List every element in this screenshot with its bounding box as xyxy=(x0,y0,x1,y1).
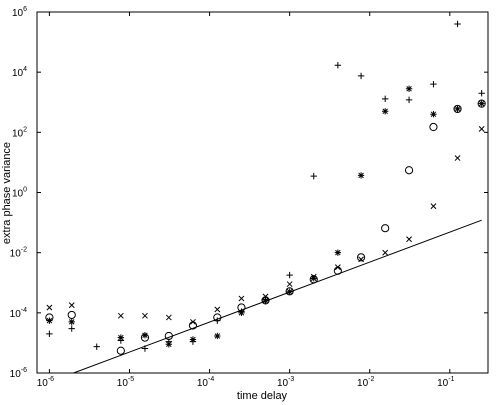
circle-point xyxy=(45,313,54,322)
cross-point xyxy=(238,295,245,302)
circle-point xyxy=(140,333,150,342)
plot-frame xyxy=(36,11,489,374)
x-tick-label: 10-2 xyxy=(357,376,374,389)
star-point xyxy=(357,172,365,179)
star-point xyxy=(68,318,75,326)
circle-point xyxy=(188,321,198,330)
circle-point xyxy=(429,122,438,132)
circle-point xyxy=(261,296,270,305)
star-point xyxy=(165,341,173,348)
star-point xyxy=(454,105,461,113)
fit-line xyxy=(73,219,482,374)
x-tick-label: 10-3 xyxy=(277,376,294,389)
plus-point xyxy=(478,89,485,97)
star-point xyxy=(430,111,437,118)
x-tick-label: 10-5 xyxy=(117,376,134,389)
plus-point xyxy=(334,62,342,69)
y-tick-label: 10-4 xyxy=(10,307,27,320)
star-point xyxy=(381,108,389,115)
cross-point xyxy=(46,304,53,311)
cross-point xyxy=(406,236,412,243)
x-tick-label: 10-4 xyxy=(197,376,214,389)
star-point xyxy=(117,334,125,341)
plus-point xyxy=(286,271,293,279)
plus-point xyxy=(430,80,437,88)
y-tick-label: 104 xyxy=(12,66,27,79)
cross-point xyxy=(165,314,172,321)
x-tick-label: 10-6 xyxy=(37,376,54,389)
y-axis-title: extra phase variance xyxy=(1,142,13,244)
axis-ticks: 10-6 10-5 10-4 10-3 10-2 10-1 10-6 10-4 10-2 100 1… xyxy=(10,6,488,389)
circle-point xyxy=(116,346,125,355)
cross-point xyxy=(68,302,75,309)
star-point xyxy=(405,85,413,92)
cross-point xyxy=(117,312,124,319)
cross-point xyxy=(142,312,148,319)
circle-point xyxy=(453,104,462,114)
star-point xyxy=(189,336,197,343)
y-tick-label: 10-6 xyxy=(10,367,27,380)
cross-point xyxy=(430,203,437,210)
plus-point xyxy=(405,96,413,104)
cross-point xyxy=(214,306,221,313)
star-point xyxy=(310,275,317,282)
circle-point xyxy=(237,303,246,312)
y-tick-label: 100 xyxy=(12,187,27,200)
plus-point xyxy=(454,20,461,28)
cross-point xyxy=(382,249,389,256)
star-point xyxy=(334,249,342,256)
plus-point xyxy=(310,172,317,180)
star-point xyxy=(478,100,485,107)
plus-point xyxy=(381,95,389,103)
star-point xyxy=(141,332,149,339)
circle-point xyxy=(477,99,486,108)
x-tick-label: 10-1 xyxy=(437,376,454,389)
y-tick-label: 106 xyxy=(12,6,27,19)
cross-point xyxy=(286,281,293,288)
star-point xyxy=(214,332,221,340)
star-point xyxy=(238,309,245,317)
plus-point xyxy=(68,325,75,332)
plus-point xyxy=(357,72,365,80)
y-tick-label: 10-2 xyxy=(10,247,27,260)
plus-point xyxy=(46,330,53,338)
x-axis-title: time delay xyxy=(237,390,288,402)
circle-point xyxy=(381,224,390,233)
circle-point xyxy=(67,310,76,320)
cross-point xyxy=(478,125,485,132)
plus-point xyxy=(93,343,100,350)
y-tick-label: 102 xyxy=(12,126,27,139)
circle-point xyxy=(404,166,414,175)
circle-point xyxy=(285,287,294,296)
cross-point xyxy=(454,155,461,161)
circle-point xyxy=(356,253,366,262)
data-marks xyxy=(45,20,486,374)
